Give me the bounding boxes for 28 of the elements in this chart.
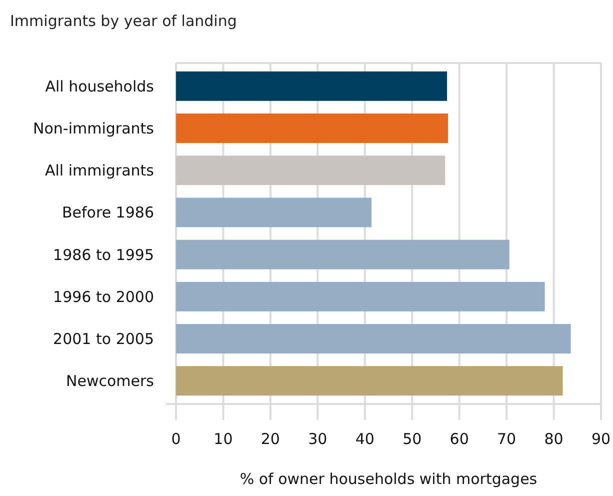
y-tick-label: Newcomers [66, 372, 154, 390]
x-tick-label: 20 [260, 430, 280, 448]
bar [176, 282, 545, 312]
y-tick-label: All immigrants [44, 162, 154, 180]
y-tick-label: 1986 to 1995 [53, 246, 154, 264]
x-axis-title: % of owner households with mortgages [240, 470, 538, 488]
x-tick-label: 50 [402, 430, 422, 448]
x-tick-label: 90 [591, 430, 611, 448]
y-tick-label: Non-immigrants [33, 120, 154, 138]
bar [176, 198, 372, 228]
y-tick-label: 2001 to 2005 [53, 330, 154, 348]
x-tick-label: 60 [450, 430, 469, 448]
x-tick-label: 70 [497, 430, 516, 448]
x-tick-label: 80 [544, 430, 564, 448]
y-tick-label: Before 1986 [62, 204, 154, 222]
x-tick-label: 30 [308, 430, 328, 448]
x-tick-label: 40 [355, 430, 374, 448]
bar [176, 114, 448, 143]
y-tick-label: All households [45, 77, 154, 96]
y-tick-label: 1996 to 2000 [53, 288, 154, 306]
bar [176, 240, 510, 270]
chart-title: Immigrants by year of landing [10, 12, 237, 30]
x-tick-label: 0 [171, 430, 181, 448]
bar [176, 324, 571, 354]
bar [176, 71, 448, 101]
x-tick-label: 10 [214, 430, 233, 448]
bar [176, 366, 563, 396]
bar [176, 156, 446, 186]
